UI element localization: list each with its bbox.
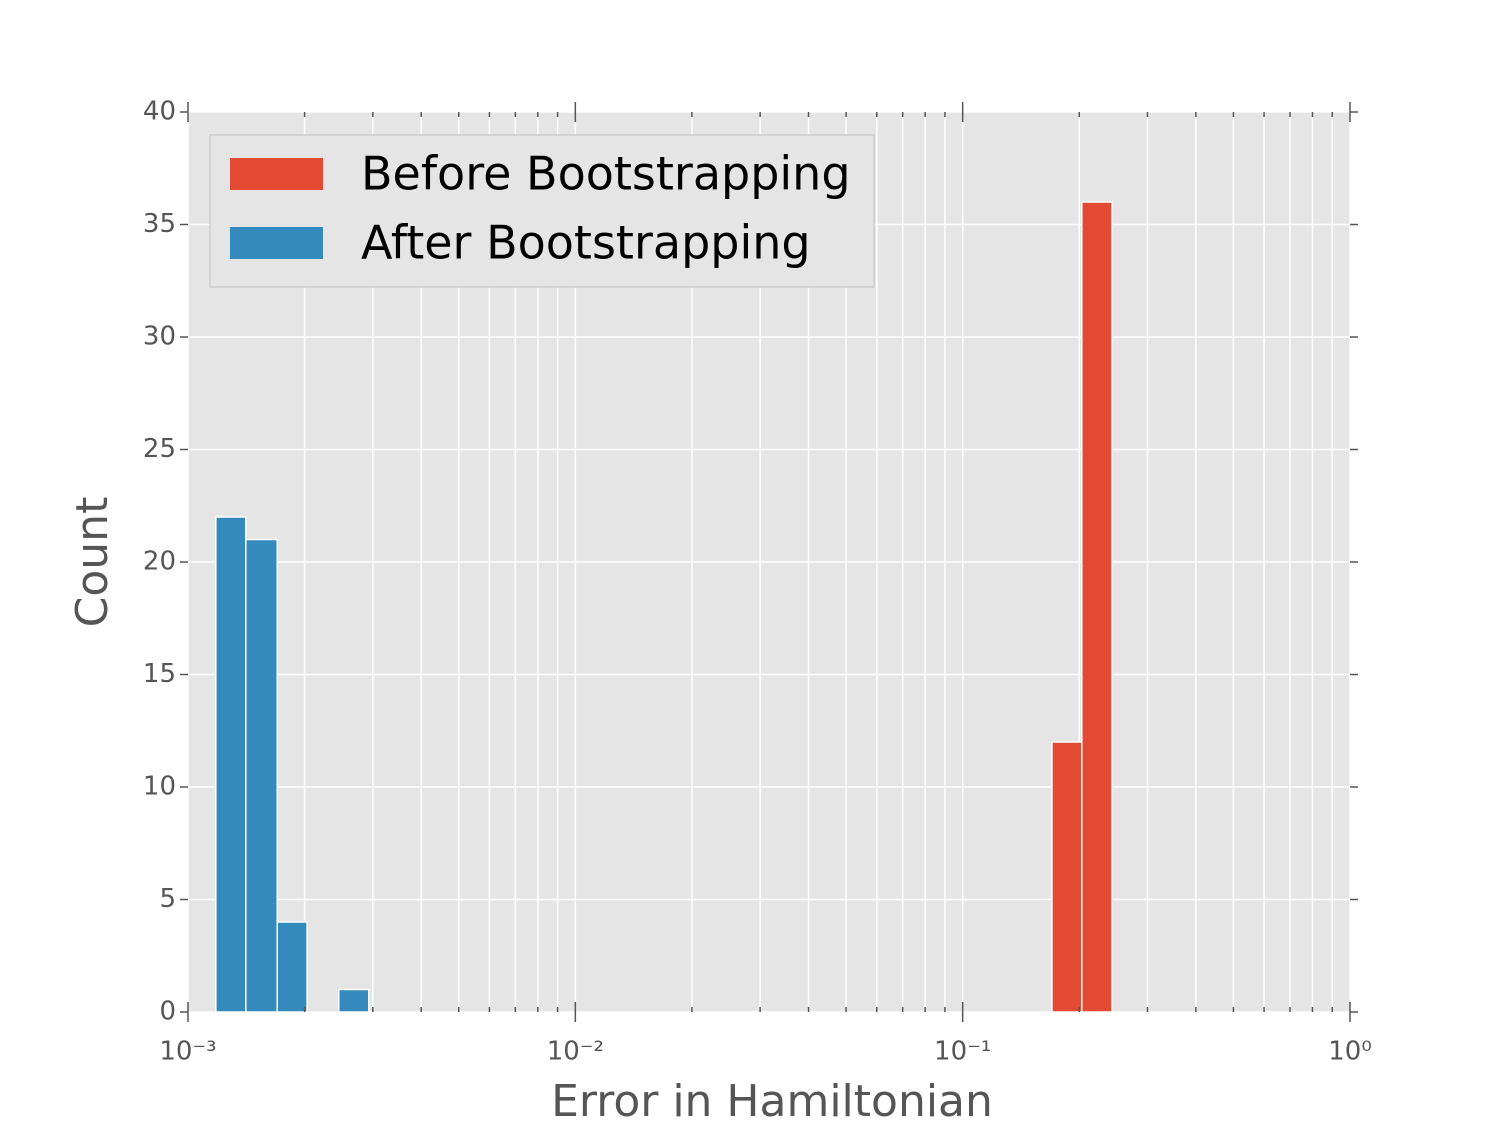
y-tick-label: 30 [143,322,176,352]
bars [215,201,1113,1013]
bar [337,988,370,1013]
x-axis-label: Error in Hamiltonian [551,1076,993,1125]
y-tick-label: 5 [159,884,176,914]
legend-label: After Bootstrapping [361,216,811,270]
legend: Before Bootstrapping After Bootstrapping [209,134,875,288]
x-tick-label: 10⁰ [1328,1037,1372,1067]
x-tick-label: 10⁻² [547,1037,604,1067]
legend-label: Before Bootstrapping [361,147,851,201]
ticks: 0 5 10 15 20 25 30 35 40 10⁻³ 10⁻² 10⁻¹ 10⁰ [143,97,1372,1067]
y-tick-label: 10 [143,772,176,802]
bar [215,516,247,1013]
y-tick-label: 35 [143,209,176,239]
y-tick-label: 0 [159,997,176,1027]
y-tick-label: 20 [143,547,176,577]
legend-swatch [230,227,323,259]
bar [1081,201,1113,1013]
y-tick-label: 15 [143,659,176,689]
y-tick-label: 25 [143,434,176,464]
bar [245,538,279,1013]
y-axis-label: Count [67,497,118,628]
y-tick-label: 40 [143,97,176,127]
bar [276,921,308,1013]
grid [187,111,1351,1013]
legend-swatch [230,158,323,190]
bar [1051,741,1083,1013]
x-tick-label: 10⁻¹ [934,1037,991,1067]
x-tick-label: 10⁻³ [159,1037,216,1067]
